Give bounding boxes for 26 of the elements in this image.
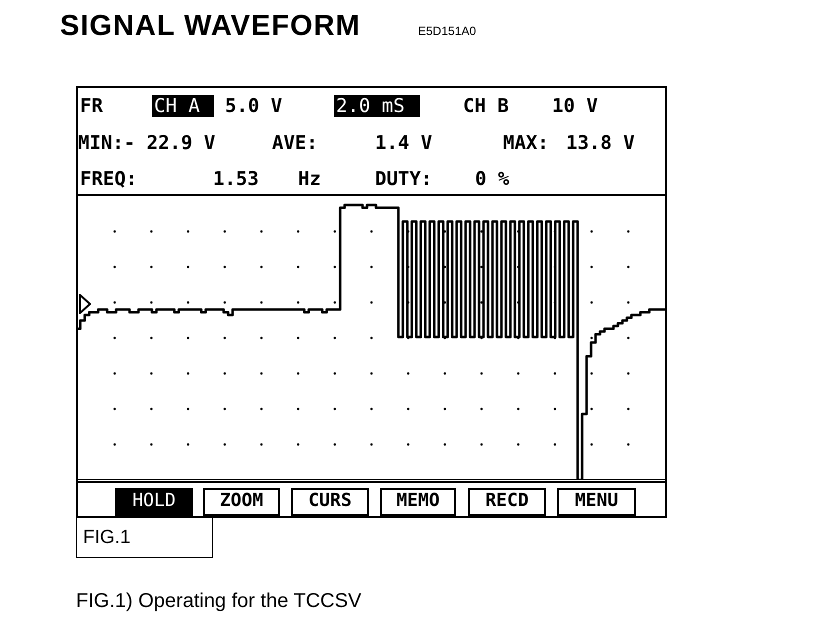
chart-subtitle: E5D151A0	[418, 24, 476, 38]
text: MENU	[557, 488, 636, 516]
caption: FIG.1) Operating for the TCCSV	[76, 590, 362, 613]
text: FREQ:	[80, 168, 138, 190]
text: RECD	[468, 488, 546, 516]
caption: FIG.1	[76, 518, 213, 558]
text: AVE:	[272, 132, 318, 154]
text: 0 %	[475, 168, 510, 190]
text: Hz	[298, 168, 321, 190]
text: MIN:- 22.9 V	[78, 132, 216, 154]
text: DUTY:	[375, 168, 432, 190]
text: CH B	[463, 95, 509, 117]
text: 2.0 mS	[334, 95, 420, 117]
text: 10 V	[552, 95, 598, 117]
text: 5.0 V	[225, 95, 282, 117]
text: 13.8 V	[566, 132, 635, 154]
text: 1.53	[213, 168, 259, 190]
text: MEMO	[380, 488, 456, 516]
text: ZOOM	[203, 488, 280, 516]
text: MAX:	[503, 132, 549, 154]
text: CURS	[291, 488, 369, 516]
text: HOLD	[115, 488, 193, 516]
chart-title: SIGNAL WAVEFORM	[60, 10, 361, 43]
text: 1.4 V	[375, 132, 432, 154]
text: FR	[80, 95, 103, 117]
text: CH A	[152, 95, 214, 117]
